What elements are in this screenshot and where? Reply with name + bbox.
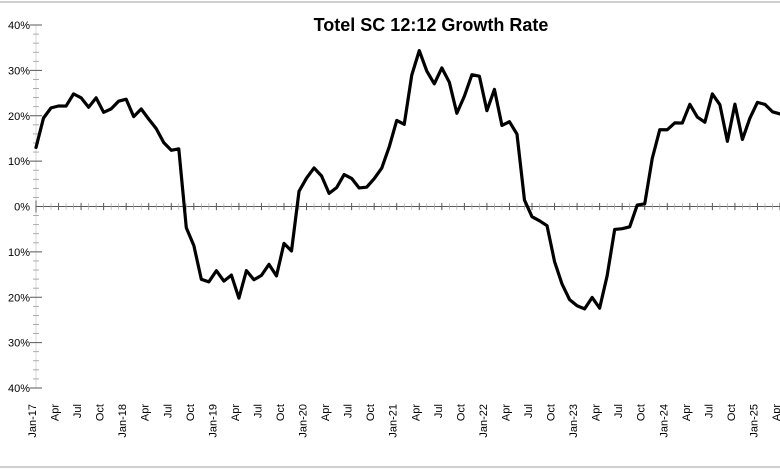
svg-text:Jul: Jul: [523, 404, 535, 418]
svg-text:Oct: Oct: [726, 404, 738, 421]
svg-text:Jan-17: Jan-17: [27, 404, 39, 438]
svg-text:Jul: Jul: [162, 404, 174, 418]
svg-text:Apr: Apr: [140, 404, 152, 421]
svg-text:Apr: Apr: [771, 404, 780, 421]
svg-text:Jul: Jul: [252, 404, 264, 418]
svg-text:Oct: Oct: [275, 404, 287, 421]
svg-text:Jan-21: Jan-21: [388, 404, 400, 438]
svg-text:0%: 0%: [14, 202, 30, 214]
svg-text:Apr: Apr: [50, 404, 62, 421]
svg-text:Jul: Jul: [343, 404, 355, 418]
svg-text:10%: 10%: [8, 247, 30, 259]
svg-text:Jul: Jul: [72, 404, 84, 418]
svg-text:Jan-20: Jan-20: [298, 404, 310, 438]
svg-text:Apr: Apr: [410, 404, 422, 421]
svg-text:Jan-23: Jan-23: [568, 404, 580, 438]
svg-text:Jan-25: Jan-25: [748, 404, 760, 438]
svg-text:Apr: Apr: [591, 404, 603, 421]
svg-text:20%: 20%: [8, 111, 30, 123]
svg-text:Apr: Apr: [681, 404, 693, 421]
svg-text:Oct: Oct: [455, 404, 467, 421]
svg-text:40%: 40%: [8, 383, 30, 395]
svg-text:Jul: Jul: [433, 404, 445, 418]
svg-text:10%: 10%: [8, 156, 30, 168]
svg-text:Oct: Oct: [185, 404, 197, 421]
svg-text:Oct: Oct: [365, 404, 377, 421]
svg-text:30%: 30%: [8, 65, 30, 77]
svg-text:Jan-18: Jan-18: [117, 404, 129, 438]
svg-text:Jul: Jul: [613, 404, 625, 418]
svg-text:Apr: Apr: [500, 404, 512, 421]
svg-text:Jul: Jul: [703, 404, 715, 418]
svg-text:20%: 20%: [8, 292, 30, 304]
svg-text:Jan-22: Jan-22: [478, 404, 490, 438]
svg-text:40%: 40%: [8, 20, 30, 32]
svg-text:30%: 30%: [8, 338, 30, 350]
svg-text:Apr: Apr: [230, 404, 242, 421]
svg-text:Totel SC 12:12 Growth Rate: Totel SC 12:12 Growth Rate: [314, 15, 549, 35]
svg-text:Oct: Oct: [636, 404, 648, 421]
svg-text:Oct: Oct: [95, 404, 107, 421]
svg-text:Oct: Oct: [546, 404, 558, 421]
svg-text:Jan-24: Jan-24: [658, 404, 670, 438]
svg-text:Apr: Apr: [320, 404, 332, 421]
svg-text:Jan-19: Jan-19: [207, 404, 219, 438]
